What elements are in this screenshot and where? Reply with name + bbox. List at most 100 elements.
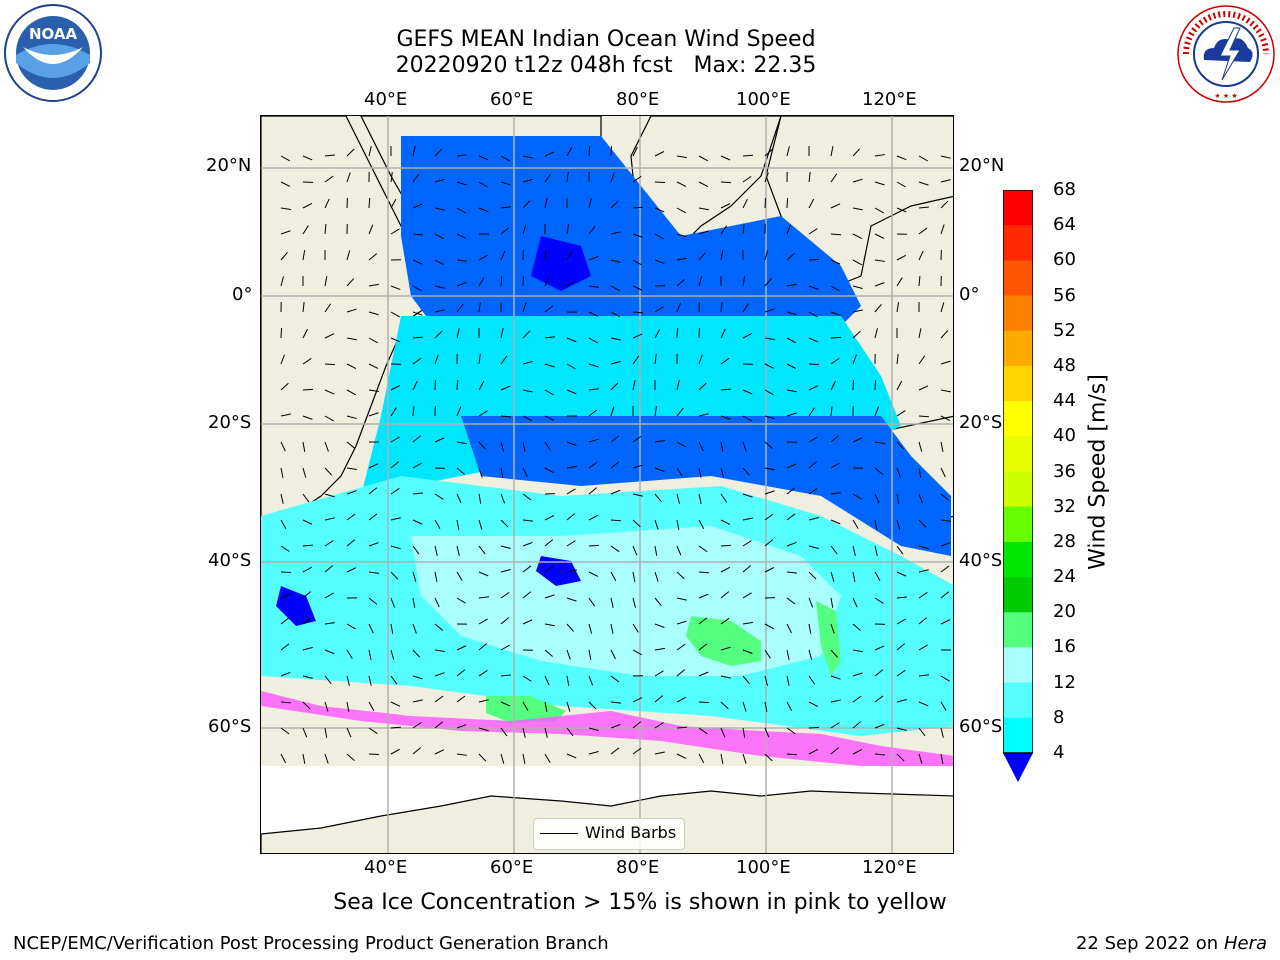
wind-barb [280, 493, 284, 504]
wind-barb [456, 328, 460, 339]
wind-barb [764, 363, 775, 369]
wind-barb [764, 675, 768, 686]
wind-barb [434, 545, 438, 556]
wind-barb [588, 571, 599, 577]
wind-barb [522, 519, 533, 522]
wind-barb [764, 415, 775, 420]
wind-barb [368, 253, 378, 261]
wind-barb [830, 675, 841, 680]
wind-barb [456, 545, 460, 556]
lat-tick-right: 40°S [959, 550, 1003, 571]
colorbar-segment [1003, 401, 1033, 437]
map-canvas [261, 116, 953, 853]
wind-barb [610, 597, 614, 608]
wind-barb [654, 439, 665, 443]
colorbar-label: Wind Speed [m/s] [1085, 374, 1111, 570]
wind-barb [456, 597, 466, 604]
wind-barb [742, 198, 748, 209]
lat-tick-right: 60°S [959, 716, 1003, 737]
wind-barb [588, 727, 599, 732]
wind-barb [390, 228, 400, 235]
wind-barb [368, 513, 378, 521]
wind-barb [412, 462, 422, 469]
band-4-8-south-mid [461, 416, 951, 556]
wind-barb [610, 360, 621, 365]
colorbar-segment [1003, 612, 1033, 648]
wind-barb [632, 146, 638, 157]
wind-barb [918, 385, 929, 391]
wind-barb [808, 649, 813, 660]
wind-barb [346, 727, 352, 738]
wind-barb [632, 697, 643, 703]
wind-barb [478, 254, 488, 261]
wind-barb [324, 333, 335, 339]
wind-barb [852, 623, 861, 631]
wind-barb [412, 623, 417, 634]
wind-barb [676, 407, 684, 417]
wind-barb [808, 407, 816, 417]
wind-barb [412, 649, 421, 658]
wind-barb [280, 354, 285, 365]
wind-barb [654, 354, 657, 365]
wind-barb [830, 519, 841, 525]
wind-barb [280, 643, 290, 651]
lon-tick-top: 100°E [736, 89, 791, 110]
wind-barb [522, 224, 527, 235]
colorbar-svg [1002, 189, 1034, 782]
wind-barb [456, 154, 467, 157]
wind-barb [786, 541, 797, 547]
wind-barb [742, 441, 747, 452]
wind-barb [676, 181, 687, 187]
wind-barb [302, 441, 306, 452]
wind-barb [456, 181, 467, 186]
lon-tick-top: 120°E [862, 89, 917, 110]
wind-barb [676, 571, 685, 580]
wind-barb [346, 363, 357, 369]
wind-barb [544, 336, 555, 339]
wind-barb [368, 542, 379, 547]
wind-barb [324, 415, 334, 422]
wind-barb [808, 228, 818, 235]
wind-barb [280, 593, 291, 599]
wind-barb [764, 567, 775, 573]
wind-barb [588, 461, 598, 469]
wind-barb [808, 517, 819, 521]
colorbar-segment [1003, 436, 1033, 472]
wind-barb [368, 649, 372, 660]
wind-barb [852, 379, 855, 391]
wind-barb [478, 354, 481, 365]
wind-barb [676, 519, 680, 530]
wind-barb [808, 337, 819, 343]
wind-barb [544, 701, 548, 712]
wind-barb [764, 148, 773, 157]
wind-barb [874, 695, 884, 703]
wind-barb [500, 275, 503, 287]
wind-barb [632, 380, 636, 391]
wind-barb [874, 154, 885, 157]
wind-barb [324, 363, 336, 366]
band-20-24-b [486, 696, 566, 723]
wind-barb [742, 224, 745, 235]
lon-tick-bottom: 100°E [736, 857, 791, 878]
wind-barb [742, 727, 746, 738]
wind-barb [940, 542, 951, 547]
wind-barb [786, 487, 796, 495]
wind-barb [522, 330, 531, 339]
wind-barb [280, 671, 291, 677]
wind-barb [742, 592, 752, 599]
wind-barb [918, 727, 926, 737]
wind-barb [566, 513, 575, 521]
wind-barb [456, 303, 464, 313]
wind-barb [632, 464, 643, 469]
wind-barb [632, 649, 642, 656]
wind-barb [676, 643, 686, 651]
wind-barb [918, 275, 921, 287]
wind-barb [808, 623, 812, 634]
lat-tick-right: 20°N [959, 155, 1005, 176]
wind-barb [940, 302, 945, 313]
colorbar-segment [1003, 295, 1033, 332]
wind-barb [302, 544, 314, 547]
wind-barb [588, 198, 592, 209]
wind-barb [324, 565, 333, 573]
wind-barb [698, 753, 705, 764]
